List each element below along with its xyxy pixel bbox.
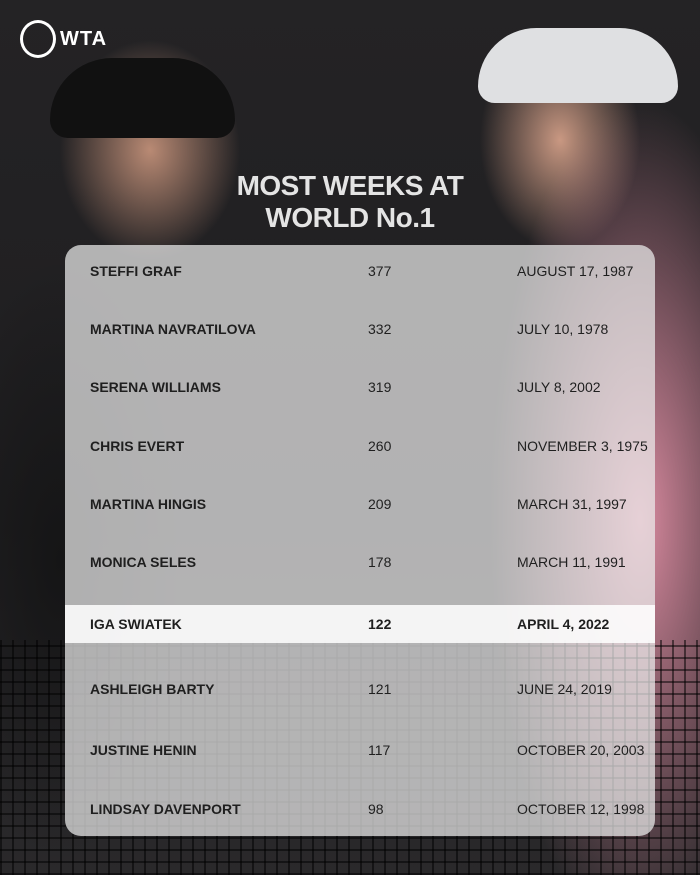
- first-date: AUGUST 17, 1987: [517, 263, 634, 279]
- table-row: MARTINA NAVRATILOVA 332 JULY 10, 1978: [65, 311, 655, 347]
- player-name: MONICA SELES: [90, 554, 197, 570]
- player-name: ASHLEIGH BARTY: [90, 681, 215, 697]
- first-date: OCTOBER 12, 1998: [517, 801, 645, 817]
- table-row: CHRIS EVERT 260 NOVEMBER 3, 1975: [65, 428, 655, 464]
- first-date: APRIL 4, 2022: [517, 616, 610, 632]
- table-row: ASHLEIGH BARTY 121 JUNE 24, 2019: [65, 671, 655, 707]
- weeks-count: 209: [368, 496, 392, 512]
- table-row: LINDSAY DAVENPORT 98 OCTOBER 12, 1998: [65, 791, 655, 827]
- first-date: OCTOBER 20, 2003: [517, 742, 645, 758]
- table-row: SERENA WILLIAMS 319 JULY 8, 2002: [65, 369, 655, 405]
- wta-logo-text: WTA: [60, 27, 108, 50]
- weeks-count: 117: [368, 742, 391, 758]
- player-name: JUSTINE HENIN: [90, 742, 197, 758]
- weeks-count: 377: [368, 263, 392, 279]
- player-right-cap: [478, 28, 678, 103]
- title-line-1: MOST WEEKS AT: [236, 170, 464, 201]
- table-row: MONICA SELES 178 MARCH 11, 1991: [65, 544, 655, 580]
- player-name: STEFFI GRAF: [90, 263, 182, 279]
- weeks-count: 122: [368, 616, 392, 632]
- player-left-cap: [50, 58, 235, 138]
- rankings-table: STEFFI GRAF 377 AUGUST 17, 1987 MARTINA NAV…: [65, 245, 655, 836]
- weeks-count: 319: [368, 379, 392, 395]
- first-date: MARCH 11, 1991: [517, 554, 626, 570]
- title-line-2: WORLD No.1: [265, 202, 435, 233]
- table-row: MARTINA HINGIS 209 MARCH 31, 1997: [65, 486, 655, 522]
- page-title: MOST WEEKS AT WORLD No.1: [0, 170, 700, 234]
- table-row: JUSTINE HENIN 117 OCTOBER 20, 2003: [65, 732, 655, 768]
- first-date: NOVEMBER 3, 1975: [517, 438, 648, 454]
- player-name: CHRIS EVERT: [90, 438, 185, 454]
- player-name: IGA SWIATEK: [90, 616, 182, 632]
- wta-logo: WTA: [20, 20, 107, 58]
- weeks-count: 98: [368, 801, 384, 817]
- player-name: MARTINA HINGIS: [90, 496, 207, 512]
- weeks-count: 121: [368, 681, 392, 697]
- weeks-count: 178: [368, 554, 392, 570]
- first-date: JULY 8, 2002: [517, 379, 601, 395]
- player-name: SERENA WILLIAMS: [90, 379, 221, 395]
- player-name: MARTINA NAVRATILOVA: [90, 321, 256, 337]
- weeks-count: 260: [368, 438, 392, 454]
- weeks-count: 332: [368, 321, 392, 337]
- player-name: LINDSAY DAVENPORT: [90, 801, 241, 817]
- first-date: MARCH 31, 1997: [517, 496, 627, 512]
- first-date: JULY 10, 1978: [517, 321, 609, 337]
- table-row: IGA SWIATEK 122 APRIL 4, 2022: [65, 605, 655, 643]
- first-date: JUNE 24, 2019: [517, 681, 612, 697]
- wta-logo-icon: [20, 20, 56, 58]
- table-row: STEFFI GRAF 377 AUGUST 17, 1987: [65, 253, 655, 289]
